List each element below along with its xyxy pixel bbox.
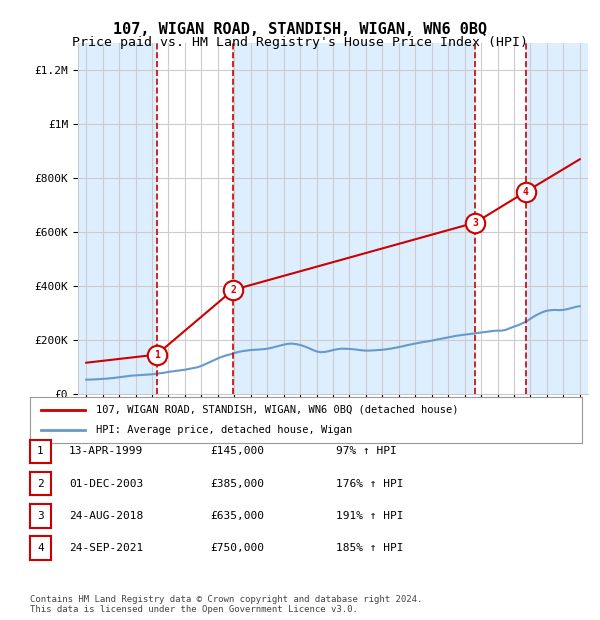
Bar [157,43,233,394]
Text: 2: 2 [37,479,44,489]
Text: 01-DEC-2003: 01-DEC-2003 [69,479,143,489]
Bar [526,43,588,394]
Text: £385,000: £385,000 [210,479,264,489]
Text: 24-SEP-2021: 24-SEP-2021 [69,543,143,553]
Text: 3: 3 [472,218,478,228]
Bar [233,43,475,394]
Text: £145,000: £145,000 [210,446,264,456]
Text: HPI: Average price, detached house, Wigan: HPI: Average price, detached house, Wiga… [96,425,352,435]
Text: This data is licensed under the Open Government Licence v3.0.: This data is licensed under the Open Gov… [30,604,358,614]
Bar [78,43,157,394]
Text: Price paid vs. HM Land Registry's House Price Index (HPI): Price paid vs. HM Land Registry's House … [72,36,528,49]
Text: 97% ↑ HPI: 97% ↑ HPI [336,446,397,456]
Text: 1: 1 [154,350,160,360]
Text: 2: 2 [230,285,236,295]
Text: Contains HM Land Registry data © Crown copyright and database right 2024.: Contains HM Land Registry data © Crown c… [30,595,422,604]
Text: 13-APR-1999: 13-APR-1999 [69,446,143,456]
Text: 107, WIGAN ROAD, STANDISH, WIGAN, WN6 0BQ: 107, WIGAN ROAD, STANDISH, WIGAN, WN6 0B… [113,22,487,37]
Text: 107, WIGAN ROAD, STANDISH, WIGAN, WN6 0BQ (detached house): 107, WIGAN ROAD, STANDISH, WIGAN, WN6 0B… [96,405,459,415]
Text: £635,000: £635,000 [210,511,264,521]
Text: 3: 3 [37,511,44,521]
Bar [475,43,526,394]
Text: 185% ↑ HPI: 185% ↑ HPI [336,543,404,553]
Text: 191% ↑ HPI: 191% ↑ HPI [336,511,404,521]
Text: £750,000: £750,000 [210,543,264,553]
Text: 176% ↑ HPI: 176% ↑ HPI [336,479,404,489]
Text: 1: 1 [37,446,44,456]
Text: 4: 4 [37,543,44,553]
Text: 4: 4 [523,187,529,197]
Text: 24-AUG-2018: 24-AUG-2018 [69,511,143,521]
